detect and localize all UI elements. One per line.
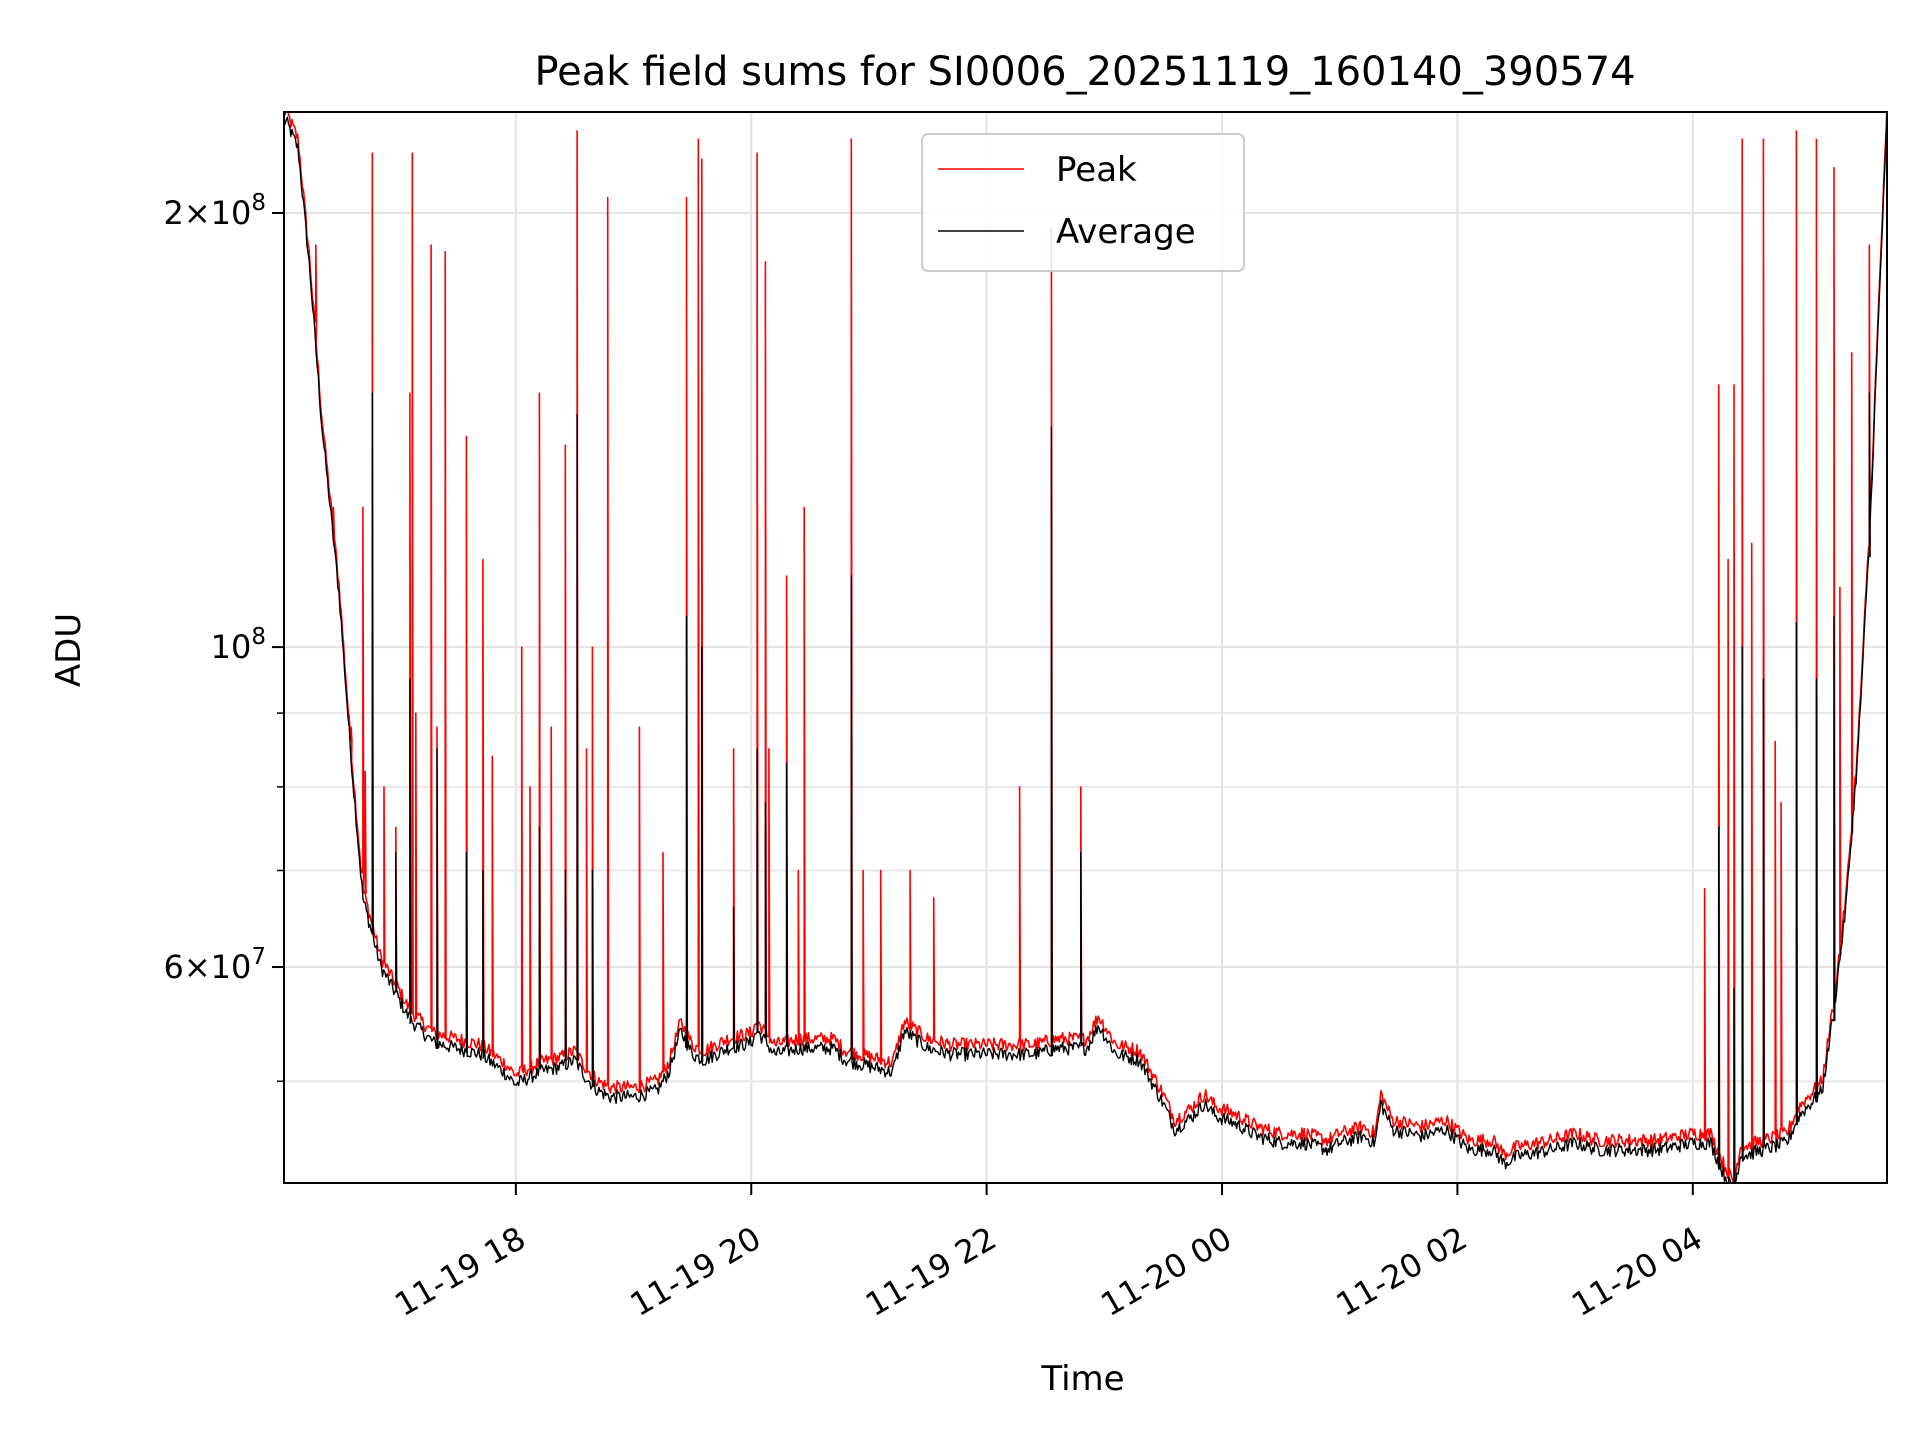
series-line-average xyxy=(284,116,1887,1183)
legend-label-average: Average xyxy=(1056,212,1196,252)
x-axis-label: Time xyxy=(1040,1359,1124,1399)
legend-label-peak: Peak xyxy=(1056,150,1137,190)
series-clip-group xyxy=(284,112,1887,1183)
chart-title: Peak field sums for SI0006_20251119_1601… xyxy=(534,49,1635,95)
y-tick-label: 2×108 xyxy=(163,190,266,232)
y-tick-label: 6×107 xyxy=(163,944,266,986)
y-axis-label: ADU xyxy=(49,613,89,687)
y-axis-ticks: 2×108 108 6×107 xyxy=(163,190,284,1082)
series-line-peak xyxy=(284,112,1887,1183)
y-tick-label: 108 xyxy=(211,624,266,666)
plot-series xyxy=(284,112,1887,1183)
legend: Peak Average xyxy=(921,133,1245,272)
